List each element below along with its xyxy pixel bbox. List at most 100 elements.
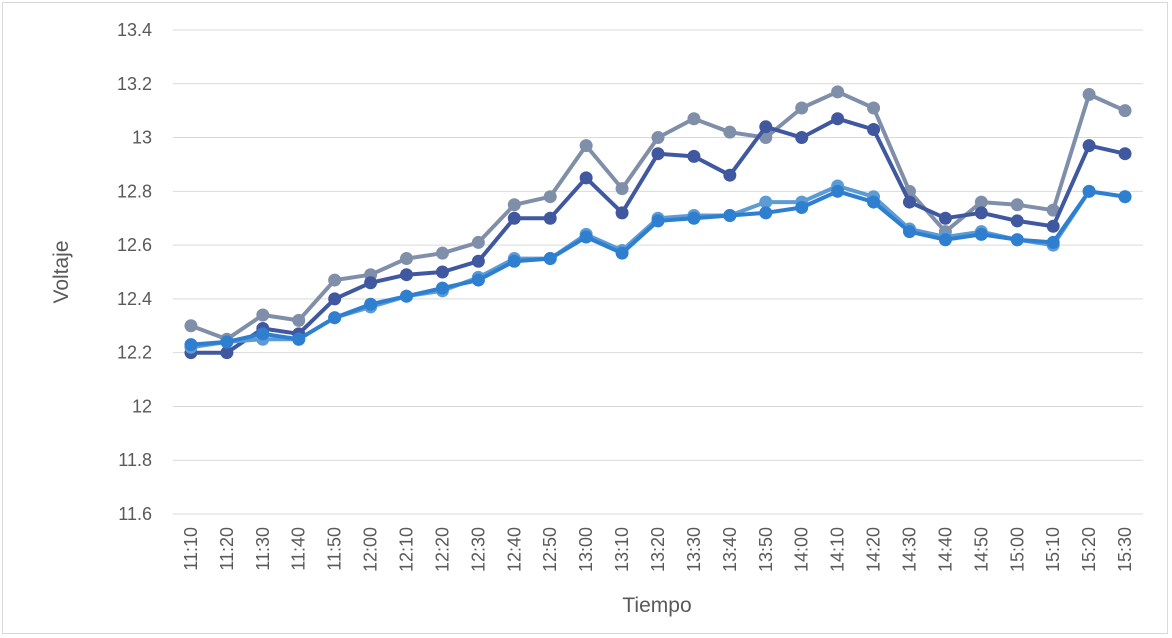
data-point [543,252,557,266]
data-point [759,195,773,209]
data-point [364,297,378,311]
data-point [435,265,449,279]
data-point [1010,233,1024,247]
data-point [579,171,593,185]
x-tick-label: 15:00 [1007,527,1027,572]
data-point [723,209,737,223]
y-tick-label: 12 [132,396,152,416]
x-axis-ticks: 11:10 11:20 11:30 11:40 11:50 12:00 12:10 12:20… [181,527,1135,572]
x-tick-label: 14:40 [935,527,955,572]
y-tick-label: 12.4 [117,289,152,309]
data-point [1046,203,1060,217]
y-tick-label: 13.2 [117,74,152,94]
x-tick-label: 13:30 [684,527,704,572]
data-point [328,273,342,287]
data-point [1046,235,1060,249]
data-point [615,206,629,220]
data-point [1082,139,1096,153]
data-point [902,195,916,209]
data-point [256,308,270,322]
series-group [184,85,1132,360]
data-point [400,268,414,282]
x-tick-label: 12:10 [397,527,417,572]
data-point [902,225,916,239]
data-point [867,122,881,136]
x-tick-label: 12:20 [432,527,452,572]
data-point [1082,184,1096,198]
data-point [364,276,378,290]
data-point [974,227,988,241]
data-point [723,125,737,139]
data-point [1010,214,1024,228]
x-tick-label: 11:40 [289,527,309,571]
series-2 [184,112,1132,360]
data-point [867,101,881,115]
data-point [831,85,845,99]
data-point [471,235,485,249]
x-tick-label: 12:50 [540,527,560,572]
x-tick-label: 15:10 [1043,527,1063,572]
x-tick-label: 15:20 [1079,527,1099,572]
x-tick-label: 13:40 [720,527,740,572]
data-point [687,211,701,225]
data-point [759,206,773,220]
data-point [400,289,414,303]
y-tick-label: 13 [132,128,152,148]
data-point [543,211,557,225]
data-point [328,311,342,325]
data-point [400,252,414,266]
data-point [831,184,845,198]
x-tick-label: 11:20 [217,527,237,571]
x-tick-label: 13:00 [576,527,596,572]
data-point [651,147,665,161]
data-point [471,254,485,268]
data-point [220,335,234,349]
data-point [1010,198,1024,212]
data-point [651,214,665,228]
gridlines [173,29,1143,515]
data-point [974,206,988,220]
data-point [1046,219,1060,233]
x-tick-label: 11:50 [325,527,345,571]
data-point [256,327,270,341]
data-point [579,230,593,244]
x-tick-label: 14:30 [899,527,919,572]
data-point [579,139,593,153]
data-point [507,198,521,212]
data-point [974,195,988,209]
data-point [507,211,521,225]
data-point [615,246,629,260]
data-point [435,246,449,260]
data-point [1118,104,1132,118]
x-tick-label: 12:30 [468,527,488,572]
y-tick-label: 12.6 [117,235,152,255]
x-tick-label: 14:10 [828,527,848,572]
x-tick-label: 13:50 [756,527,776,572]
data-point [687,112,701,126]
y-tick-label: 11.8 [118,450,152,470]
x-tick-label: 11:10 [181,527,201,571]
x-tick-label: 12:00 [361,527,381,572]
data-point [615,182,629,196]
series-4 [184,184,1132,352]
x-tick-label: 14:20 [864,527,884,572]
y-tick-label: 13.4 [117,20,152,40]
x-tick-label: 13:10 [612,527,632,572]
series-3 [184,179,1132,354]
data-point [1118,190,1132,204]
data-point [184,319,198,333]
data-point [759,120,773,134]
data-point [795,131,809,145]
data-point [184,338,198,352]
y-axis-ticks: 11.6 11.8 12 12.2 12.4 12.6 12.8 13 13.2 13.4 [117,20,152,524]
data-point [292,313,306,327]
x-tick-label: 14:50 [971,527,991,572]
data-point [687,149,701,163]
data-point [1118,147,1132,161]
data-point [651,131,665,145]
x-axis-title: Tiempo [622,594,691,617]
y-tick-label: 12.2 [117,343,152,363]
data-point [328,292,342,306]
